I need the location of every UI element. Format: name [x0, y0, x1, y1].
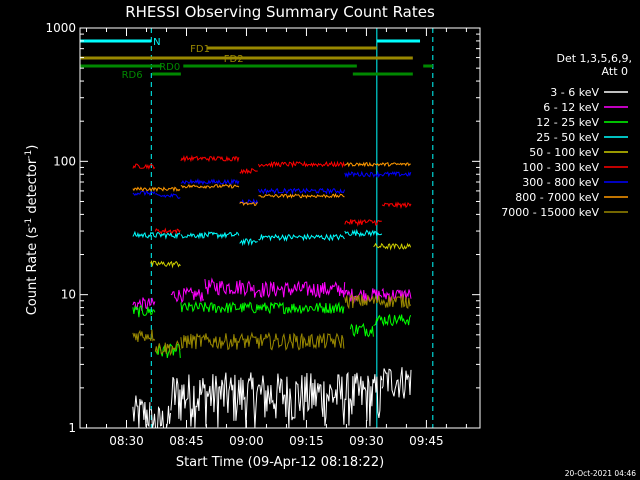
- series-5-segment-6: [381, 201, 412, 209]
- footer-date: 20-Oct-2021 04:46: [565, 469, 636, 478]
- y-tick-label-1: 10: [61, 288, 76, 302]
- x-tick-label-0: 08:30: [109, 434, 144, 448]
- x-tick-label-5: 09:45: [409, 434, 444, 448]
- series-3-segment-2: [239, 238, 258, 247]
- legend-label-7: 800 - 7000 keV: [515, 191, 599, 204]
- series-8-segment-1: [154, 340, 181, 357]
- series-7-segment-1: [180, 183, 240, 190]
- series-5-segment-2: [180, 154, 240, 163]
- series-6-segment-0: [132, 189, 156, 197]
- legend-label-0: 3 - 6 keV: [550, 86, 599, 99]
- series-3-segment-4: [344, 228, 383, 238]
- y-tick-label-2: 100: [53, 154, 76, 168]
- series-5-segment-5: [344, 218, 382, 227]
- series-5-segment-3: [239, 168, 258, 175]
- plot-frame: [79, 27, 481, 429]
- legend-label-5: 100 - 300 keV: [522, 161, 599, 174]
- series-0-segment-3: [381, 367, 412, 399]
- series-4-segment-1: [373, 242, 412, 251]
- y-axis-label: Count Rate (s-1 detector-1): [24, 145, 40, 316]
- series-1-segment-2: [204, 277, 254, 297]
- series-3-segment-1: [180, 231, 240, 240]
- series-2-segment-4: [373, 313, 412, 327]
- series-5-segment-1: [154, 227, 181, 235]
- status-bar-label-fd1: FD1: [190, 44, 210, 55]
- legend-label-1: 6 - 12 keV: [543, 101, 599, 114]
- series-0-segment-1: [150, 405, 171, 429]
- y-tick-label-0: 1: [68, 421, 76, 435]
- status-bar-label-fd2: FD2: [224, 54, 244, 65]
- y-axis-label-main: Count Rate (s: [25, 227, 40, 316]
- status-bar-label-rd0: RD0: [159, 62, 180, 73]
- status-bar-label-rd6: RD6: [122, 70, 143, 81]
- series-1-segment-3: [253, 280, 346, 299]
- x-tick-label-2: 09:00: [229, 434, 264, 448]
- series-5-segment-0: [132, 163, 156, 170]
- series-0-segment-2: [170, 371, 383, 429]
- series-8-segment-3: [344, 293, 412, 310]
- legend-header-detectors: Det 1,3,5,6,9,: [556, 52, 632, 65]
- x-axis-label: Start Time (09-Apr-12 08:18:22): [176, 455, 384, 470]
- x-tick-label-3: 09:15: [289, 434, 324, 448]
- series-5-segment-4: [258, 160, 345, 169]
- status-bar-label-n: N: [153, 37, 160, 48]
- series-6-segment-1: [155, 193, 181, 199]
- legend-entries: 3 - 6 keV 6 - 12 keV 12 - 25 keV 25 - 50 ke…: [501, 86, 628, 219]
- series-4-segment-0: [150, 260, 181, 269]
- legend-header-attenuator: Att 0: [602, 65, 628, 78]
- series-8-segment-0: [132, 329, 156, 343]
- series-6-segment-5: [344, 170, 412, 179]
- series-1-segment-4: [344, 288, 383, 304]
- legend-label-6: 300 - 800 keV: [522, 176, 599, 189]
- legend-label-3: 25 - 50 keV: [536, 131, 599, 144]
- y-axis-label-mid: detector: [25, 158, 40, 218]
- y-axis-label-sup2: -1: [24, 150, 34, 159]
- legend-label-8: 7000 - 15000 keV: [501, 206, 599, 219]
- legend-label-4: 50 - 100 keV: [529, 146, 599, 159]
- series-7-segment-0: [132, 186, 181, 193]
- series-3-segment-0: [132, 230, 181, 240]
- series-6-segment-2: [180, 178, 240, 186]
- series-8-segment-2: [180, 331, 345, 351]
- series-7-segment-3: [258, 192, 345, 199]
- series-2-segment-3: [349, 322, 374, 338]
- x-tick-label-1: 08:45: [169, 434, 204, 448]
- series-1-segment-1: [170, 286, 205, 304]
- series-2-segment-0: [132, 304, 156, 318]
- plot-layer: N FD1 FD2 RD0 RD6 1 10 100 1000 08:30 08:45 09:00 09…: [45, 21, 481, 448]
- x-tick-label-4: 09:30: [349, 434, 384, 448]
- chart-title: RHESSI Observing Summary Count Rates: [125, 3, 435, 21]
- series-2-segment-2: [180, 300, 345, 315]
- series-7-segment-4: [344, 161, 411, 168]
- series-6-segment-3: [239, 198, 259, 205]
- series-0-segment-0: [132, 395, 151, 428]
- y-axis-label-sup1: -1: [24, 218, 34, 227]
- legend-label-2: 12 - 25 keV: [536, 116, 599, 129]
- legend: Det 1,3,5,6,9, Att 0 3 - 6 keV 6 - 12 keV…: [501, 52, 632, 219]
- y-axis-label-end: ): [25, 145, 40, 150]
- series-6-segment-4: [258, 187, 345, 196]
- series-7-segment-2: [239, 201, 258, 206]
- series-3-segment-3: [258, 233, 345, 242]
- y-tick-label-3: 1000: [45, 21, 76, 35]
